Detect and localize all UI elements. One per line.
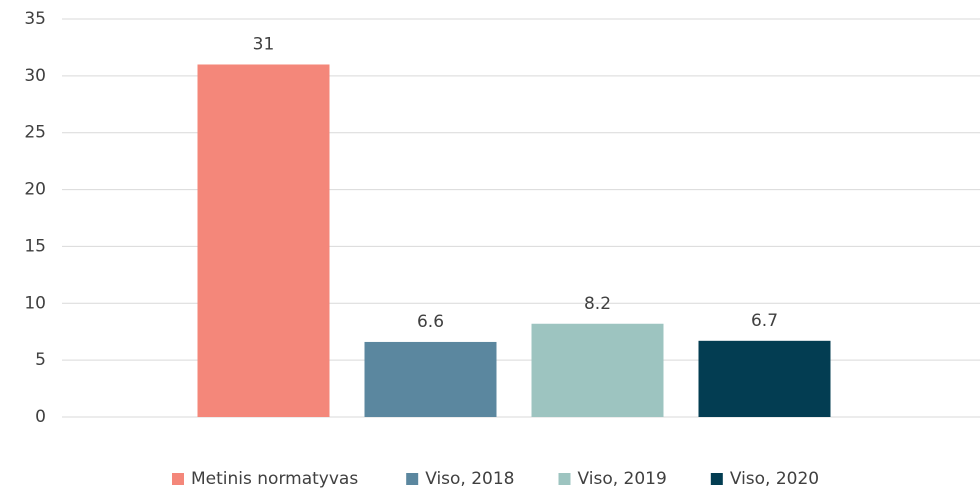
y-tick-label: 5 [35, 350, 46, 370]
legend-swatch [558, 473, 571, 485]
data-label: 6.6 [417, 312, 444, 332]
y-tick-label: 20 [24, 180, 46, 200]
data-label: 8.2 [584, 294, 611, 314]
legend-label: Viso, 2020 [730, 469, 819, 489]
legend-label: Viso, 2018 [425, 469, 514, 489]
data-label: 31 [253, 34, 275, 54]
legend-label: Viso, 2019 [578, 469, 667, 489]
legend-swatch [710, 473, 723, 485]
y-tick-label: 25 [24, 123, 46, 143]
legend-swatch [406, 473, 419, 485]
bar [364, 341, 497, 417]
y-tick-label: 35 [24, 9, 46, 29]
legend-swatch [172, 473, 184, 485]
bar [531, 323, 664, 417]
legend-label: Metinis normatyvas [191, 469, 358, 489]
y-tick-label: 15 [24, 236, 46, 256]
bar [698, 340, 831, 417]
y-tick-label: 10 [24, 293, 46, 313]
bar [197, 64, 330, 417]
data-label: 6.7 [751, 311, 778, 331]
y-tick-label: 30 [24, 66, 46, 86]
y-tick-label: 0 [35, 407, 46, 427]
